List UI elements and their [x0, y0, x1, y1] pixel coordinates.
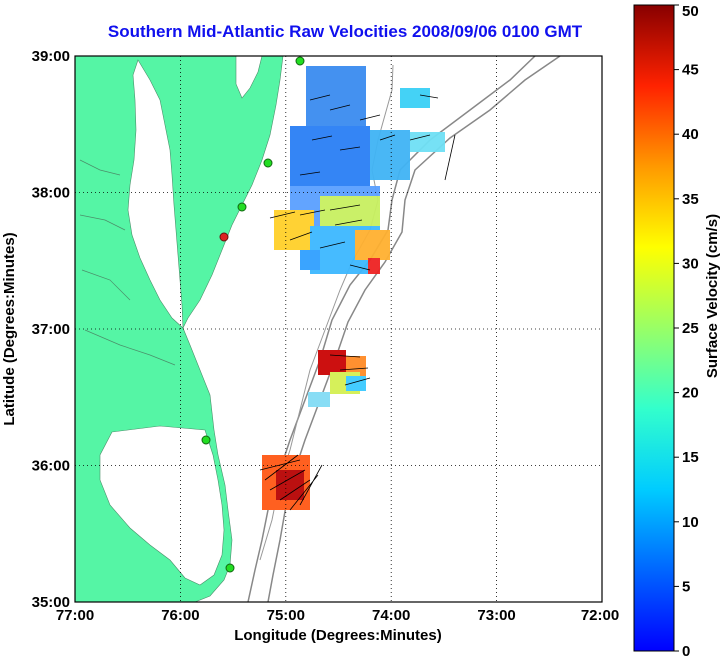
x-tick-label: 76:00 [161, 607, 199, 624]
x-axis: 77:00 76:00 75:00 74:00 73:00 72:00 Long… [56, 607, 619, 644]
x-tick-label: 73:00 [477, 607, 515, 624]
map-title: Southern Mid-Atlantic Raw Velocities 200… [107, 22, 583, 41]
grid-lines [75, 56, 602, 602]
colorbar-tick-label: 40 [682, 126, 699, 143]
river-inlet [79, 159, 176, 366]
x-tick-label: 77:00 [56, 607, 94, 624]
radar-station [263, 158, 273, 168]
colorbar-tick-label: 10 [682, 514, 699, 531]
colorbar-tick-label: 5 [682, 578, 690, 595]
delaware-bay [235, 56, 263, 99]
colorbar-tick-label: 35 [682, 191, 699, 208]
chesapeake-bay [127, 59, 184, 329]
colorbar: 0 5 10 15 20 25 30 35 40 45 50 Surface Velocity (c… [633, 3, 721, 659]
radar-station [225, 563, 235, 573]
y-axis-label: Latitude (Degrees:Minutes) [1, 232, 18, 425]
colorbar-tick-label: 50 [682, 3, 699, 20]
y-tick-label: 36:00 [32, 458, 70, 475]
plot-frame [74, 55, 603, 603]
vector-arrows [259, 94, 456, 511]
y-axis: 39:00 38:00 37:00 36:00 35:00 Latitude (… [1, 48, 70, 611]
colorbar-tick-label: 30 [682, 255, 699, 272]
y-tick-label: 38:00 [32, 185, 70, 202]
velocity-field-north [274, 66, 445, 274]
y-tick-label: 37:00 [32, 321, 70, 338]
y-tick-label: 35:00 [32, 594, 70, 611]
colorbar-tick-label: 0 [682, 643, 690, 659]
colorbar-tick-label: 15 [682, 449, 699, 466]
radar-station [295, 56, 305, 66]
radar-station [219, 232, 229, 242]
colorbar-label: Surface Velocity (cm/s) [704, 214, 721, 378]
x-axis-label: Longitude (Degrees:Minutes) [234, 627, 442, 644]
colorbar-tick-label: 25 [682, 320, 699, 337]
velocity-field-central [308, 350, 366, 407]
radar-station [201, 435, 211, 445]
colorbar-tick-label: 45 [682, 62, 699, 79]
x-tick-label: 72:00 [581, 607, 619, 624]
x-tick-label: 75:00 [267, 607, 305, 624]
colorbar-scale [633, 4, 675, 652]
radar-station [237, 202, 247, 212]
colorbar-tick-label: 20 [682, 385, 699, 402]
colorbar-ticks: 0 5 10 15 20 25 30 35 40 45 50 [674, 3, 699, 659]
y-tick-label: 39:00 [32, 48, 70, 65]
x-tick-label: 74:00 [372, 607, 410, 624]
